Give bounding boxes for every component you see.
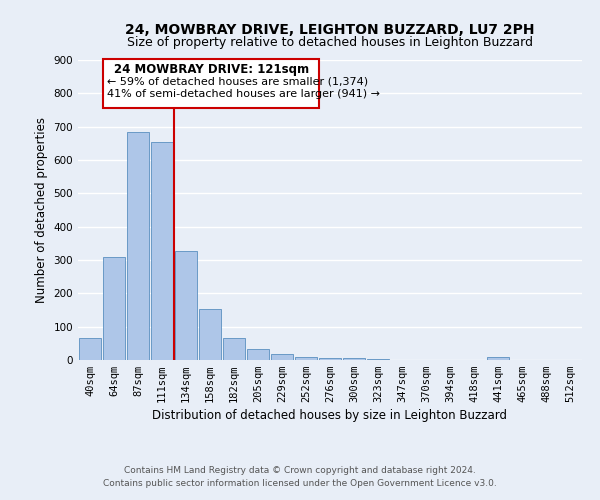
X-axis label: Distribution of detached houses by size in Leighton Buzzard: Distribution of detached houses by size …	[152, 410, 508, 422]
Bar	[295, 356, 317, 360]
Bar	[247, 350, 269, 360]
Text: 24, MOWBRAY DRIVE, LEIGHTON BUZZARD, LU7 2PH: 24, MOWBRAY DRIVE, LEIGHTON BUZZARD, LU7…	[125, 22, 535, 36]
Bar	[103, 256, 125, 360]
Bar	[127, 132, 149, 360]
Y-axis label: Number of detached properties: Number of detached properties	[35, 117, 48, 303]
Bar	[271, 354, 293, 360]
Text: Size of property relative to detached houses in Leighton Buzzard: Size of property relative to detached ho…	[127, 36, 533, 49]
Text: Contains HM Land Registry data © Crown copyright and database right 2024.
Contai: Contains HM Land Registry data © Crown c…	[103, 466, 497, 487]
Text: 24 MOWBRAY DRIVE: 121sqm: 24 MOWBRAY DRIVE: 121sqm	[113, 62, 309, 76]
Bar	[319, 358, 341, 360]
Bar	[367, 358, 389, 360]
Bar	[151, 142, 173, 360]
Bar	[199, 309, 221, 360]
Bar	[103, 60, 319, 108]
Text: ← 59% of detached houses are smaller (1,374): ← 59% of detached houses are smaller (1,…	[107, 76, 368, 86]
Bar	[487, 358, 509, 360]
Text: 41% of semi-detached houses are larger (941) →: 41% of semi-detached houses are larger (…	[107, 90, 380, 100]
Bar	[79, 338, 101, 360]
Bar	[175, 250, 197, 360]
Bar	[223, 338, 245, 360]
Bar	[343, 358, 365, 360]
